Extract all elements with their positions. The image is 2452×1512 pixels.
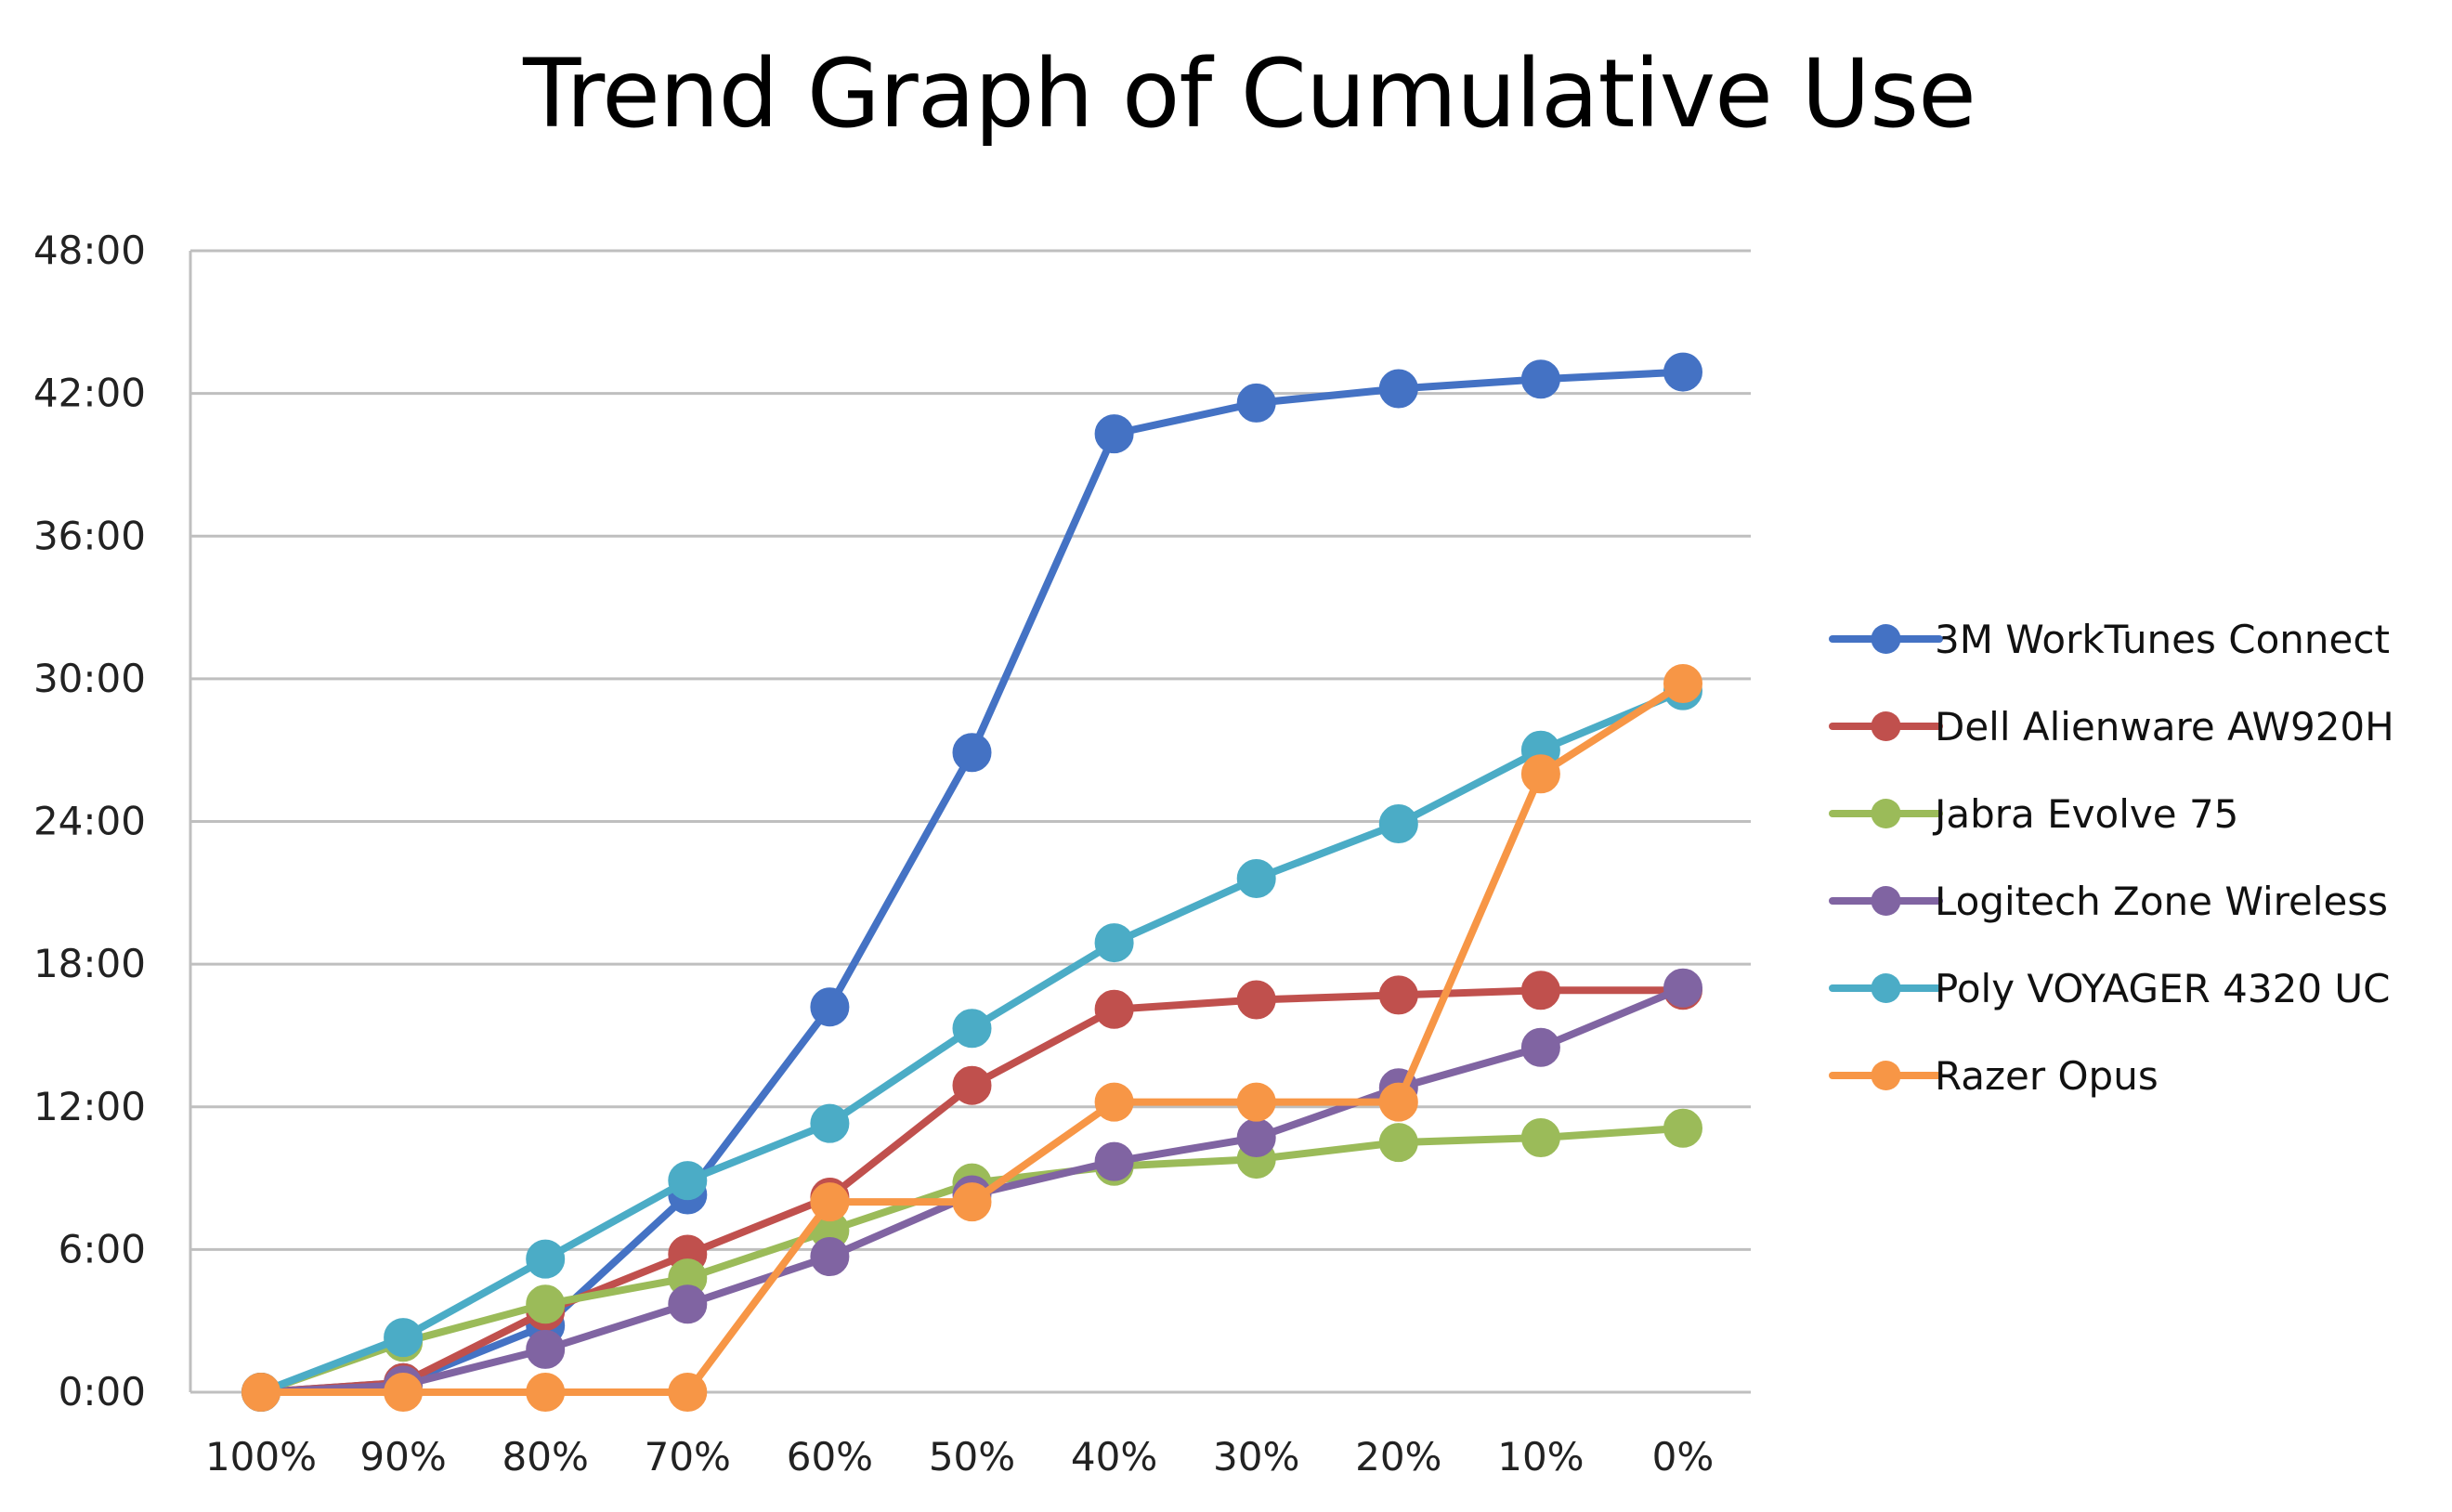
legend-label: Logitech Zone Wireless [1935, 879, 2388, 924]
series-poly-voyager-4320-uc [241, 671, 1702, 1412]
legend-item: Jabra Evolve 75 [1829, 791, 2238, 837]
data-point [952, 733, 992, 773]
data-point [952, 1009, 992, 1049]
legend-marker [1871, 886, 1901, 916]
data-point [1663, 1108, 1702, 1148]
legend-label: Dell Alienware AW920H [1935, 704, 2394, 749]
data-point [1663, 968, 1702, 1008]
data-point [1378, 1082, 1418, 1122]
legend: 3M WorkTunes Connect Dell Alienware AW920… [1829, 617, 2394, 1099]
x-tick-label: 80% [502, 1434, 589, 1479]
x-tick-label: 0% [1652, 1434, 1715, 1479]
data-point [1094, 1141, 1134, 1181]
series-line [257, 368, 1687, 1396]
x-tick-labels: 100% 90% 80% 70% 60% 50% 40% 30% 20% 10% 0% [205, 1434, 1714, 1479]
legend-marker [1871, 799, 1901, 828]
data-point [952, 1182, 992, 1222]
legend-label: Razer Opus [1935, 1053, 2159, 1099]
data-point [526, 1239, 566, 1279]
legend-label: Jabra Evolve 75 [1932, 791, 2238, 837]
y-tick-label: 18:00 [33, 941, 146, 986]
y-tick-label: 30:00 [33, 656, 146, 701]
x-tick-label: 60% [787, 1434, 873, 1479]
legend-item: Razer Opus [1829, 1053, 2159, 1099]
series-lines [241, 352, 1702, 1412]
x-tick-label: 100% [205, 1434, 317, 1479]
legend-item: Logitech Zone Wireless [1829, 879, 2388, 924]
legend-item: Dell Alienware AW920H [1829, 704, 2394, 749]
data-point [1236, 980, 1276, 1020]
data-point [1094, 414, 1134, 454]
data-point [1378, 369, 1418, 409]
legend-item: Poly VOYAGER 4320 UC [1829, 966, 2390, 1011]
data-point [668, 1373, 708, 1412]
data-point [1663, 663, 1702, 703]
data-point [1236, 383, 1276, 423]
y-tick-label: 48:00 [33, 228, 146, 273]
data-point [1378, 804, 1418, 844]
data-point [1520, 1027, 1560, 1067]
y-tick-label: 6:00 [59, 1226, 146, 1271]
data-point [384, 1373, 424, 1412]
data-point [810, 1103, 850, 1143]
data-point [810, 1237, 850, 1277]
x-tick-label: 90% [359, 1434, 446, 1479]
series-jabra-evolve-75 [241, 1108, 1702, 1412]
data-point [1520, 359, 1560, 399]
data-point [1520, 971, 1560, 1010]
legend-label: Poly VOYAGER 4320 UC [1935, 966, 2390, 1011]
data-point [668, 1161, 708, 1201]
y-tick-label: 24:00 [33, 799, 146, 844]
x-tick-label: 20% [1355, 1434, 1441, 1479]
series-razer-opus [241, 663, 1702, 1412]
data-point [1094, 989, 1134, 1029]
data-point [1520, 754, 1560, 794]
legend-marker [1871, 624, 1901, 654]
x-tick-label: 50% [929, 1434, 1015, 1479]
y-tick-label: 12:00 [33, 1084, 146, 1129]
x-tick-label: 10% [1497, 1434, 1584, 1479]
x-tick-label: 30% [1213, 1434, 1299, 1479]
data-point [952, 1065, 992, 1105]
y-tick-label: 42:00 [33, 371, 146, 416]
data-point [1663, 352, 1702, 392]
legend-marker [1871, 973, 1901, 1003]
data-point [526, 1329, 566, 1369]
data-point [1236, 1082, 1276, 1122]
chart-title: Trend Graph of Cumulative Use [523, 39, 1976, 150]
data-point [384, 1318, 424, 1358]
legend-label: 3M WorkTunes Connect [1935, 617, 2390, 662]
data-point [1378, 975, 1418, 1015]
data-point [810, 1182, 850, 1222]
series-3m-worktunes-connect [241, 352, 1702, 1412]
data-point [1094, 1082, 1134, 1122]
y-tick-labels: 0:00 6:00 12:00 18:00 24:00 30:00 36:00 42:00 48… [33, 228, 146, 1414]
data-point [1520, 1118, 1560, 1158]
data-point [810, 987, 850, 1027]
legend-item: 3M WorkTunes Connect [1829, 617, 2390, 662]
legend-marker [1871, 1061, 1901, 1090]
data-point [526, 1284, 566, 1324]
data-point [241, 1373, 280, 1412]
data-point [1236, 1118, 1276, 1158]
data-point [1236, 858, 1276, 898]
data-point [1378, 1123, 1418, 1163]
data-point [1094, 923, 1134, 963]
x-tick-label: 40% [1071, 1434, 1157, 1479]
y-tick-label: 0:00 [59, 1369, 146, 1414]
data-point [668, 1284, 708, 1324]
legend-marker [1871, 711, 1901, 741]
y-tick-label: 36:00 [33, 513, 146, 558]
x-tick-label: 70% [645, 1434, 731, 1479]
data-point [526, 1373, 566, 1412]
